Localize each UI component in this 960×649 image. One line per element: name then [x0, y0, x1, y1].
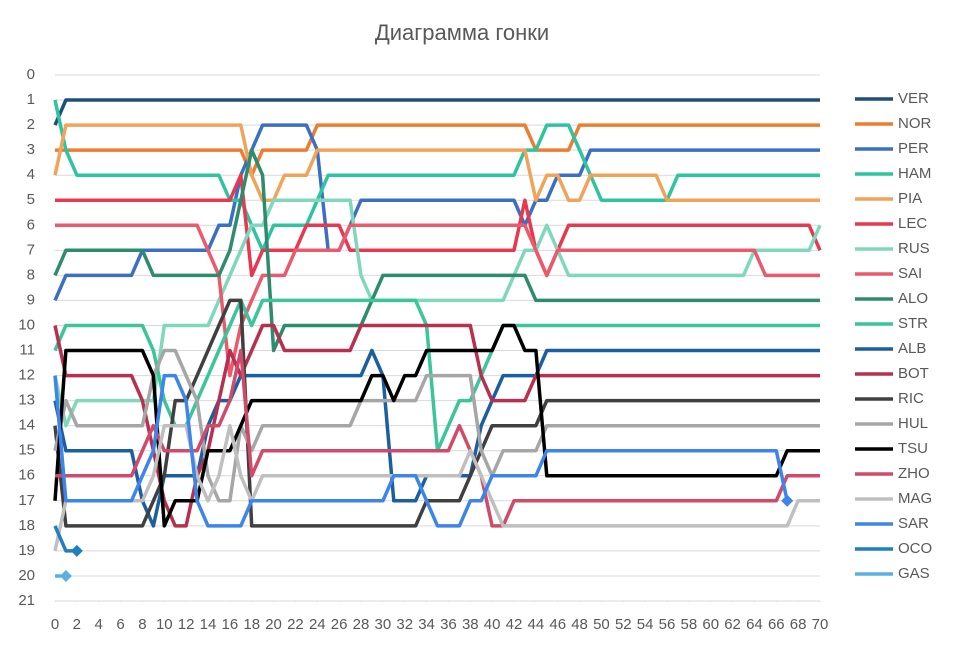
x-tick-label: 70 — [812, 616, 829, 633]
series-line — [53, 123, 820, 202]
series-line — [53, 348, 820, 503]
y-tick-label: 3 — [27, 141, 35, 158]
y-tick-label: 0 — [27, 66, 35, 83]
x-tick-label: 34 — [418, 616, 435, 633]
series-line — [53, 98, 820, 126]
x-tick-label: 54 — [637, 616, 654, 633]
x-tick-label: 68 — [790, 616, 807, 633]
y-tick-label: 15 — [18, 442, 35, 459]
chart-title: Диаграмма гонки — [375, 20, 549, 45]
y-tick-label: 5 — [27, 191, 35, 208]
end-marker — [781, 494, 794, 507]
series-line — [53, 323, 820, 528]
x-tick-label: 8 — [138, 616, 146, 633]
series-line — [53, 423, 820, 552]
x-tick-label: 36 — [440, 616, 457, 633]
legend-label: TSU — [898, 440, 928, 457]
y-tick-label: 10 — [18, 316, 35, 333]
legend-label: RIC — [898, 390, 924, 407]
x-tick-label: 30 — [375, 616, 392, 633]
x-tick-label: 26 — [331, 616, 348, 633]
x-tick-label: 60 — [702, 616, 719, 633]
legend-label: ALB — [898, 340, 926, 357]
y-tick-label: 16 — [18, 467, 35, 484]
series-line — [53, 123, 820, 302]
x-tick-label: 28 — [353, 616, 370, 633]
x-tick-label: 0 — [51, 616, 59, 633]
x-tick-label: 40 — [484, 616, 501, 633]
end-marker — [70, 544, 83, 557]
y-tick-label: 7 — [27, 241, 35, 258]
x-tick-label: 24 — [309, 616, 326, 633]
legend-label: OCO — [898, 540, 932, 557]
x-tick-label: 16 — [222, 616, 239, 633]
x-tick-label: 58 — [681, 616, 698, 633]
y-tick-label: 9 — [27, 291, 35, 308]
legend-label: SAI — [898, 265, 922, 282]
x-tick-label: 6 — [116, 616, 124, 633]
series-line — [53, 298, 820, 528]
y-tick-label: 14 — [18, 417, 35, 434]
legend-label: STR — [898, 315, 928, 332]
legend-label: NOR — [898, 115, 932, 132]
legend-label: BOT — [898, 365, 929, 382]
series-line — [53, 373, 789, 528]
x-tick-label: 22 — [287, 616, 304, 633]
x-tick-label: 14 — [200, 616, 217, 633]
legend-label: SAR — [898, 515, 929, 532]
y-tick-label: 19 — [18, 542, 35, 559]
legend-label: ALO — [898, 290, 928, 307]
y-tick-label: 2 — [27, 116, 35, 133]
legend-label: GAS — [898, 565, 930, 582]
y-tick-label: 21 — [18, 592, 35, 609]
legend-label: PIA — [898, 190, 922, 207]
x-tick-label: 46 — [549, 616, 566, 633]
legend-label: RUS — [898, 240, 930, 257]
x-tick-label: 42 — [506, 616, 523, 633]
x-tick-label: 38 — [462, 616, 479, 633]
x-tick-label: 48 — [571, 616, 588, 633]
y-tick-label: 8 — [27, 266, 35, 283]
y-tick-label: 11 — [19, 341, 35, 358]
series-line — [53, 323, 820, 528]
x-tick-label: 50 — [593, 616, 610, 633]
legend-label: VER — [898, 90, 929, 107]
legend-label: HUL — [898, 415, 928, 432]
x-tick-label: 2 — [73, 616, 81, 633]
series-line — [55, 173, 822, 278]
series-line — [55, 348, 820, 528]
x-tick-label: 12 — [178, 616, 195, 633]
legend-label: MAG — [898, 490, 932, 507]
series-line — [53, 148, 820, 353]
end-marker — [59, 569, 72, 582]
series-line — [53, 198, 822, 428]
legend-label: PER — [898, 140, 929, 157]
x-tick-label: 56 — [659, 616, 676, 633]
y-tick-label: 13 — [18, 392, 35, 409]
x-tick-label: 52 — [615, 616, 632, 633]
x-tick-label: 62 — [724, 616, 741, 633]
x-tick-label: 10 — [156, 616, 173, 633]
series-line — [55, 123, 820, 177]
y-tick-label: 12 — [18, 367, 35, 384]
x-tick-label: 32 — [396, 616, 413, 633]
x-tick-label: 44 — [528, 616, 545, 633]
y-tick-label: 4 — [27, 166, 35, 183]
legend-label: ZHO — [898, 465, 930, 482]
x-tick-label: 64 — [746, 616, 763, 633]
x-tick-label: 18 — [243, 616, 260, 633]
series-line — [55, 223, 820, 378]
series-line — [53, 99, 820, 253]
y-tick-label: 18 — [18, 517, 35, 534]
x-tick-label: 4 — [95, 616, 103, 633]
y-tick-label: 17 — [18, 492, 35, 509]
x-tick-label: 20 — [265, 616, 282, 633]
legend-label: LEC — [898, 215, 927, 232]
legend-label: HAM — [898, 165, 931, 182]
y-tick-label: 1 — [27, 91, 35, 108]
y-tick-label: 20 — [18, 567, 35, 584]
x-tick-label: 66 — [768, 616, 785, 633]
y-tick-label: 6 — [27, 216, 35, 233]
